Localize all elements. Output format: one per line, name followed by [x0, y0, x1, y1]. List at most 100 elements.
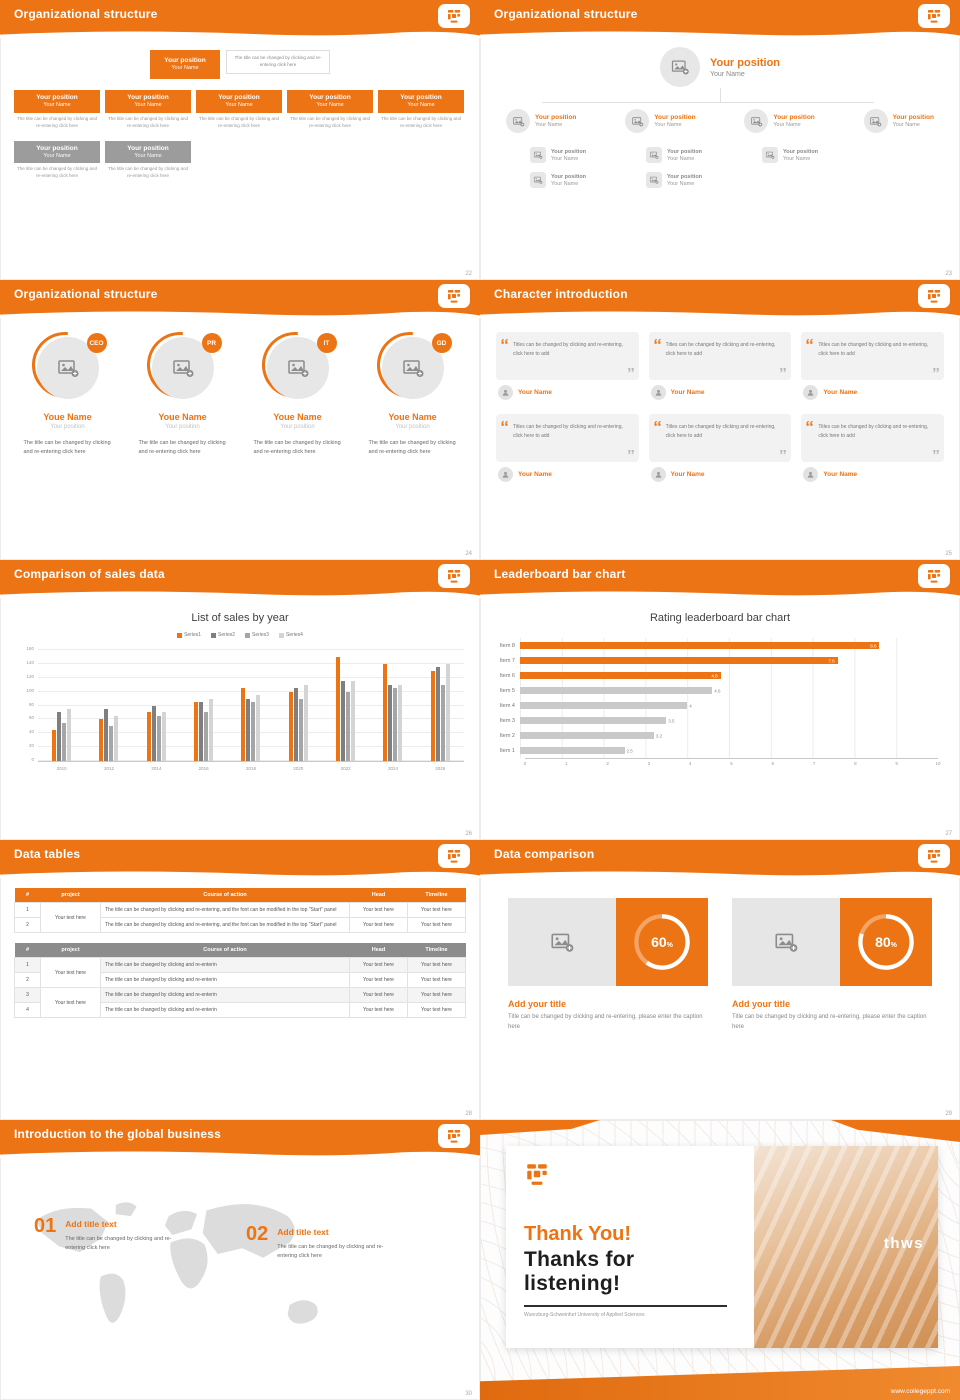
slide-header: Character introduction: [480, 280, 960, 318]
slide-header: Introduction to the global business: [0, 1120, 480, 1158]
logo-icon: [438, 4, 470, 28]
image-placeholder-icon: [863, 109, 888, 133]
bar-group: 2024: [369, 650, 416, 771]
card-title: Add your title: [732, 999, 790, 1009]
image-placeholder-icon: [625, 109, 650, 133]
bar: 7.6: [520, 657, 838, 664]
bar-group: 2018: [227, 650, 274, 771]
bar-track: 3.5: [520, 713, 938, 728]
org-caption: The title can be changed by clicking and…: [289, 115, 371, 128]
quote-open-icon: [500, 337, 509, 346]
quote-text: Titles can be changed by clicking and re…: [818, 424, 929, 439]
page-number: 29: [945, 1111, 952, 1117]
role-badge: IT: [316, 333, 337, 353]
cell-head: Your text here: [349, 957, 408, 973]
org-name: Your Name: [654, 122, 682, 128]
quote-card: Titles can be changed by clicking and re…: [496, 332, 639, 380]
chart-title: Rating leaderboard bar chart: [649, 612, 791, 624]
team-row: CEO Youe Name Your position The title ca…: [0, 318, 480, 457]
category-label: Item 1: [499, 747, 515, 754]
cell-project: Your text here: [40, 957, 101, 988]
member-position: Your position: [395, 424, 430, 430]
role-badge: PR: [201, 333, 222, 353]
cell-head: Your text here: [349, 902, 408, 918]
comparison-card: 60% Add your title Title can be changed …: [508, 898, 708, 1032]
column-header: project: [40, 888, 101, 903]
table-row: 2 The title can be changed by clicking a…: [14, 917, 466, 933]
bar-row: Item 2 3.2: [494, 728, 938, 743]
image-placeholder-icon: [530, 172, 546, 188]
bar: 4.8: [520, 672, 721, 679]
thank-you-title: Thank You!: [524, 1223, 632, 1245]
column-header: project: [40, 943, 101, 958]
x-tick-label: 9: [895, 761, 898, 766]
bar-group: 2020: [275, 650, 322, 771]
x-tick-label: 2018: [245, 766, 256, 771]
org-name: Your Name: [773, 122, 801, 128]
org-position: Your position: [667, 173, 703, 180]
x-tick-label: 2026: [435, 766, 446, 771]
org-root: Your position Your Name: [480, 47, 960, 87]
org-name: Your Name: [892, 122, 920, 128]
org-sub-node: Your position Your Name: [646, 147, 738, 163]
connector-line: [720, 88, 721, 102]
org-caption: The title can be changed by clicking and…: [16, 166, 98, 179]
category-label: Item 4: [499, 702, 515, 709]
member-caption: The title can be changed by clicking and…: [23, 440, 111, 456]
slide-29: Data comparison 60% Add your title: [480, 840, 960, 1120]
slide-title: Character introduction: [494, 287, 628, 301]
cell-timeline: Your text here: [407, 987, 466, 1003]
bar: [288, 691, 293, 761]
bar-cluster: [241, 650, 261, 761]
bar: 8.6: [520, 642, 880, 649]
character-card: Titles can be changed by clicking and re…: [648, 414, 792, 482]
org-name: Your Name: [316, 101, 344, 108]
member-name: Youe Name: [158, 412, 207, 422]
org-name: Your Name: [667, 155, 695, 162]
value-label: 2.5: [626, 748, 633, 753]
bar-track: 4.6: [520, 683, 938, 698]
x-tick-label: 7: [812, 761, 816, 766]
feature-item: 02 Add title text The title can be chang…: [246, 1224, 406, 1261]
org-row: Your position Your Name Your position Your…: [480, 109, 960, 133]
header-wave: [0, 591, 480, 598]
org-node: Your position Your Name The title can be …: [196, 89, 282, 130]
value-label: 4.8: [711, 673, 718, 678]
quote-close-icon: [932, 366, 940, 374]
legend-label: Series3: [252, 632, 269, 638]
character-card: Titles can be changed by clicking and re…: [496, 332, 639, 400]
bar: [151, 705, 156, 761]
legend-item: Series2: [211, 632, 235, 638]
category-label: Item 8: [499, 642, 515, 649]
org-position: Your position: [535, 114, 577, 121]
bar: [194, 702, 199, 761]
header-wave: [0, 871, 480, 878]
bar: [209, 698, 214, 761]
percent-number: 80: [875, 934, 891, 950]
org-name: Your Name: [667, 180, 695, 187]
bar-row: Item 7 7.6: [494, 653, 938, 668]
bar-group: 2010: [38, 650, 85, 771]
gridline: 120: [26, 674, 464, 679]
feature-body: Add title text The title can be changed …: [65, 1216, 177, 1253]
bar-group: 2022: [322, 650, 369, 771]
x-tick-label: 2016: [198, 766, 209, 771]
cell-head: Your text here: [349, 1002, 408, 1018]
bar: [430, 670, 435, 761]
org-name: Your Name: [709, 70, 745, 78]
quote-open-icon: [500, 419, 509, 428]
org-position: Your position: [709, 56, 781, 69]
percent-number: 60: [651, 934, 667, 950]
org-node: Your position Your Name The title can be …: [378, 89, 464, 130]
quote-text: Titles can be changed by clicking and re…: [665, 424, 776, 439]
building-photo: thws: [753, 1146, 938, 1348]
column-header: Head: [349, 888, 408, 903]
bar: [67, 708, 72, 761]
page-number: 25: [945, 551, 952, 557]
character-footer: Your Name: [649, 385, 792, 400]
quote-text: Titles can be changed by clicking and re…: [513, 342, 623, 357]
feature-caption: The title can be changed by clicking and…: [65, 1236, 172, 1252]
member-position: Your position: [280, 424, 315, 430]
gridline: 40: [29, 729, 464, 734]
org-name: Your Name: [551, 180, 579, 187]
